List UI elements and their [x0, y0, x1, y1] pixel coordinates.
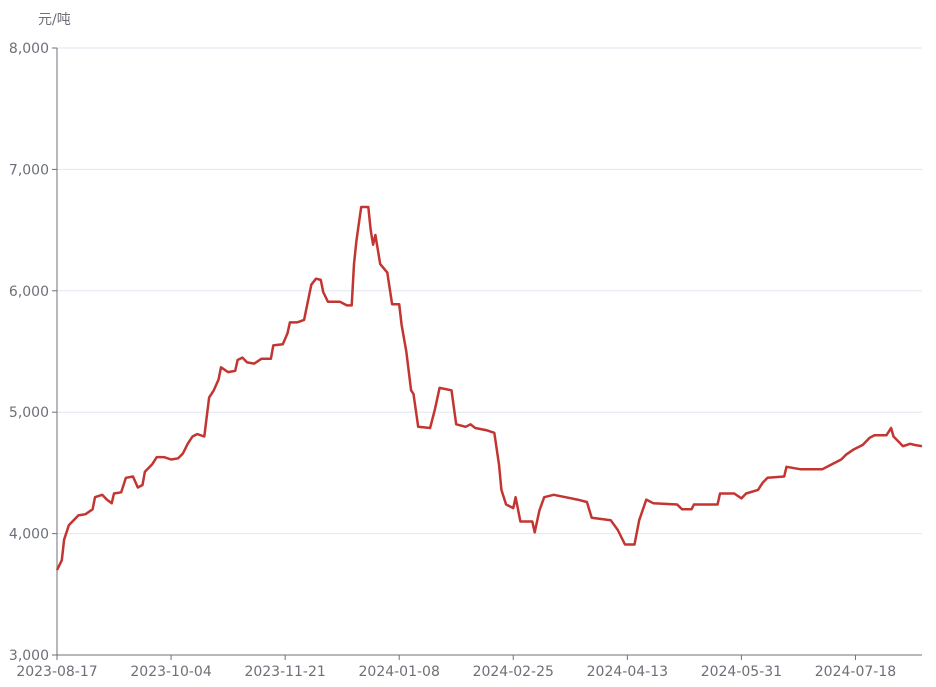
- y-tick-label: 7,000: [9, 162, 49, 178]
- x-tick-label: 2024-07-18: [815, 664, 896, 680]
- y-tick-label: 8,000: [9, 41, 49, 57]
- x-tick-label: 2024-05-31: [701, 664, 782, 680]
- y-tick-label: 6,000: [9, 284, 49, 300]
- y-tick-label: 4,000: [9, 527, 49, 543]
- y-axis-label: 元/吨: [38, 12, 71, 28]
- y-tick-label: 3,000: [9, 648, 49, 664]
- x-tick-label: 2024-02-25: [473, 664, 554, 680]
- y-tick-label: 5,000: [9, 405, 49, 421]
- x-tick-label: 2024-04-13: [587, 664, 668, 680]
- x-tick-label: 2024-01-08: [359, 664, 440, 680]
- x-tick-label: 2023-10-04: [130, 664, 211, 680]
- x-tick-label: 2023-11-21: [244, 664, 325, 680]
- price-line: [55, 205, 923, 571]
- x-tick-label: 2023-08-17: [16, 664, 97, 680]
